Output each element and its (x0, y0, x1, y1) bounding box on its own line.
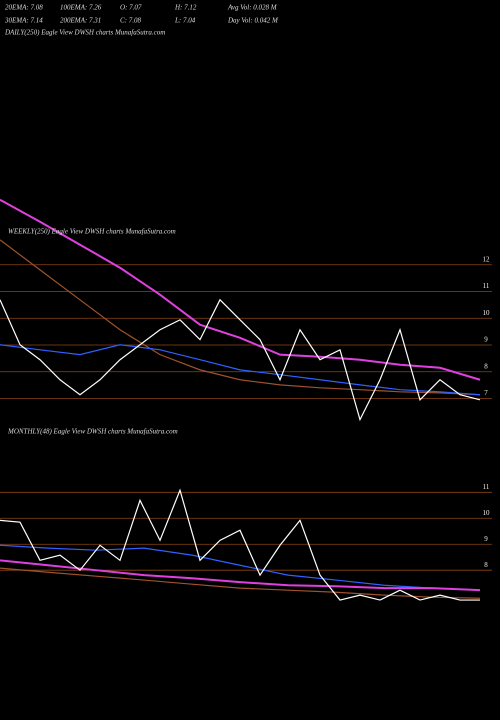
y-tick-label: 9 (484, 336, 488, 344)
y-tick-label: 10 (483, 509, 491, 517)
series-line (0, 488, 480, 601)
panel-title: WEEKLY(250) Eagle View DWSH charts Munaf… (8, 228, 176, 236)
header-stat: Day Vol: 0.042 M (227, 17, 279, 25)
daily-label: DAILY(250) Eagle View DWSH charts Munafa… (4, 29, 165, 37)
header-stat: 20EMA: 7.08 (5, 4, 43, 12)
header-stat: 30EMA: 7.14 (4, 17, 43, 25)
series-line (0, 239, 481, 396)
header-stat: O: 7.07 (120, 4, 142, 12)
header-stat: C: 7.08 (120, 17, 142, 25)
panel-title: MONTHLY(48) Eagle View DWSH charts Munaf… (7, 428, 178, 436)
y-tick-label: 8 (484, 362, 488, 370)
series-line (0, 198, 481, 381)
header-stat: L: 7.04 (174, 17, 196, 25)
header-stat: 200EMA: 7.31 (60, 17, 101, 25)
y-tick-label: 10 (483, 309, 491, 317)
y-tick-label: 7 (484, 389, 488, 397)
series-line (0, 544, 481, 591)
series-line (0, 567, 481, 599)
header-stat: Avg Vol: 0.028 M (227, 4, 278, 12)
series-line (0, 298, 481, 422)
y-tick-label: 11 (483, 483, 490, 491)
y-tick-label: 11 (483, 282, 490, 290)
series-line (0, 344, 481, 396)
series-line (0, 559, 481, 592)
y-tick-label: 8 (484, 561, 488, 569)
y-tick-label: 12 (483, 255, 491, 263)
y-tick-label: 9 (484, 535, 488, 543)
header-stat: H: 7.12 (174, 4, 197, 12)
header-stat: 100EMA: 7.26 (60, 4, 102, 12)
